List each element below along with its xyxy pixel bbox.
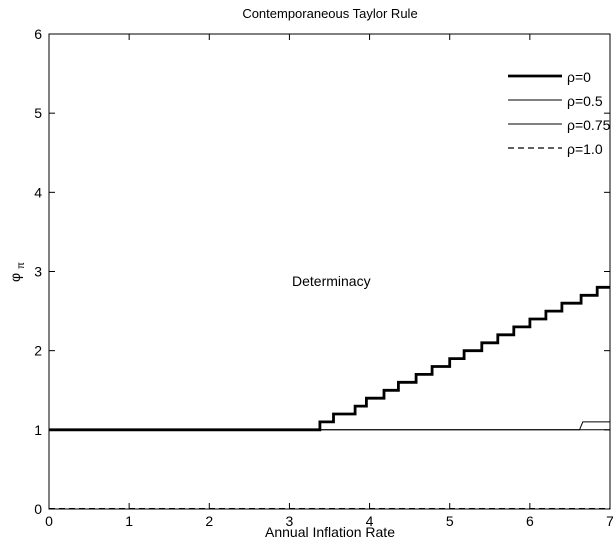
x-tick-label: 1 [125,513,133,529]
y-axis-label: φ π [7,262,27,282]
annotation-determinacy: Determinacy [292,273,371,289]
legend-label-3: ρ=1.0 [567,141,603,157]
chart-title: Contemporaneous Taylor Rule [242,6,417,21]
x-tick-label: 3 [286,513,294,529]
x-tick-label: 6 [526,513,534,529]
y-tick-label: 6 [34,26,42,42]
x-axis-label: Annual Inflation Rate [265,524,395,540]
y-tick-label: 2 [34,343,42,359]
ticks-layer: 0 1 2 3 4 5 6 7 0 1 2 3 4 5 6 [34,26,613,529]
series-layer [49,285,610,510]
plot-frame [48,33,611,510]
legend: ρ=0 ρ=0.5 ρ=0.75 ρ=1.0 [508,69,611,157]
legend-label-0: ρ=0 [567,69,591,85]
y-tick-label: 0 [34,501,42,517]
y-tick-label: 3 [34,264,42,280]
x-tick-label: 4 [366,513,374,529]
y-tick-label: 1 [34,422,42,438]
x-tick-label: 2 [205,513,213,529]
x-tick-label: 5 [446,513,454,529]
y-axis-label-main: φ [7,273,23,282]
x-tick-label: 7 [606,513,613,529]
legend-label-1: ρ=0.5 [567,93,603,109]
legend-label-2: ρ=0.75 [567,117,611,133]
svg-text:φ π: φ π [7,262,27,282]
y-tick-label: 4 [34,184,42,200]
series-line-0 [49,285,610,432]
y-axis-label-sub: π [16,262,27,269]
x-tick-label: 0 [45,513,53,529]
y-tick-label: 5 [34,105,42,121]
